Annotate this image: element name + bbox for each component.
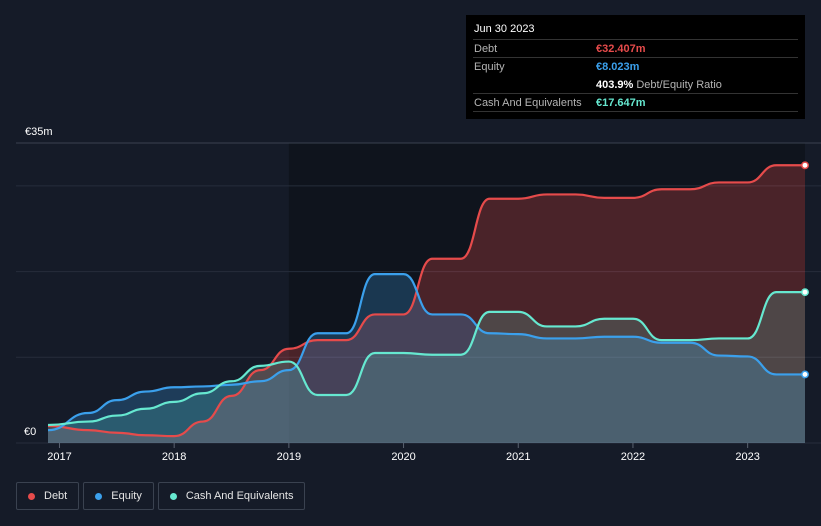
tooltip-value: €32.407m — [596, 42, 646, 55]
tooltip-value: 403.9% — [596, 78, 634, 91]
legend-label: Debt — [44, 490, 68, 502]
equity-area — [48, 274, 805, 443]
y-axis-top-label: €35m — [25, 126, 53, 138]
tooltip-row-debt: Debt €32.407m — [473, 39, 798, 57]
x-tick-label: 2022 — [621, 451, 645, 463]
tooltip-row-cash: Cash And Equivalents €17.647m — [473, 93, 798, 112]
legend-dot-icon — [169, 492, 177, 500]
gridlines — [16, 142, 821, 444]
tooltip-label: Debt — [474, 42, 498, 55]
series-areas — [48, 165, 805, 444]
tooltip-label: Cash And Equivalents — [474, 96, 582, 109]
chart-tooltip: Jun 30 2023 Debt €32.407m Equity €8.023m… — [466, 15, 805, 119]
tooltip-row-ratio: 403.9% Debt/Equity Ratio — [473, 75, 798, 93]
series-lines — [47, 164, 805, 438]
debt-area — [48, 165, 805, 444]
cash-and-equivalents-line — [47, 291, 805, 427]
x-tick-label: 2018 — [162, 451, 186, 463]
series-endpoints — [801, 161, 809, 379]
tooltip-row-equity: Equity €8.023m — [473, 57, 798, 75]
legend-item-cash[interactable]: Cash And Equivalents — [157, 482, 306, 510]
x-tick-label: 2020 — [391, 451, 415, 463]
x-tick-label: 2019 — [277, 451, 301, 463]
x-tick-label: 2021 — [506, 451, 530, 463]
cash-and-equivalents-endpoint — [801, 288, 809, 297]
legend-label: Cash And Equivalents — [185, 490, 294, 502]
tooltip-value: €8.023m — [596, 60, 640, 73]
tooltip-date: Jun 30 2023 — [474, 23, 535, 35]
debt-endpoint — [801, 161, 809, 170]
chart-legend: Debt Equity Cash And Equivalents — [16, 482, 309, 510]
x-axis-ticks: 2017 2018 2019 2020 2021 2022 2023 — [47, 443, 760, 463]
legend-dot-icon — [95, 492, 103, 500]
tooltip-label: Equity — [474, 60, 505, 73]
equity-line — [47, 273, 805, 432]
debt-line — [47, 164, 805, 438]
x-tick-label: 2017 — [47, 451, 71, 463]
legend-label: Equity — [111, 490, 142, 502]
equity-endpoint — [801, 370, 809, 379]
x-tick-label: 2023 — [735, 451, 759, 463]
tooltip-value: €17.647m — [596, 96, 646, 109]
legend-item-equity[interactable]: Equity — [83, 482, 154, 510]
tooltip-extra: Debt/Equity Ratio — [636, 78, 722, 91]
legend-item-debt[interactable]: Debt — [16, 482, 80, 510]
y-axis-bottom-label: €0 — [24, 426, 36, 438]
cash-and-equivalents-area — [48, 292, 805, 443]
legend-dot-icon — [28, 492, 35, 500]
highlight-region — [288, 143, 805, 443]
